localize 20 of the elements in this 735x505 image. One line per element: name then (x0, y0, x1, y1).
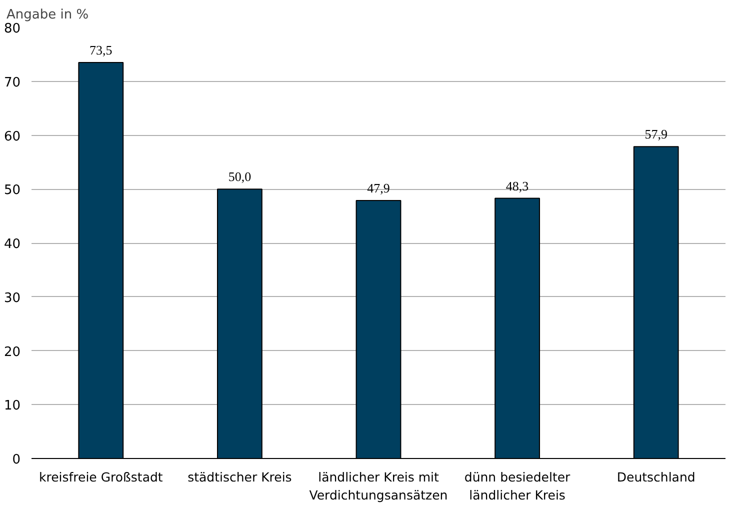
x-tick-label: dünn besiedelter ländlicher Kreis (464, 470, 572, 502)
y-tick-label: 60 (4, 129, 21, 144)
data-label: 73,5 (90, 42, 112, 58)
y-tick-label: 70 (4, 75, 21, 90)
y-tick-label: 10 (4, 398, 21, 414)
y-tick-label: 40 (4, 237, 21, 252)
y-tick-label: 50 (4, 183, 21, 198)
y-tick-label: 20 (4, 344, 21, 360)
x-tick-label: kreisfreie Großstadt (38, 470, 163, 484)
x-tick-label: städtischer Kreis (188, 470, 292, 484)
data-label: 57,9 (644, 126, 668, 142)
data-label: 50,0 (228, 169, 252, 184)
y-axis-title: Angabe in % (6, 8, 89, 22)
data-label: 48,3 (506, 178, 529, 194)
y-tick-label: 30 (4, 290, 21, 306)
x-tick-label: Deutschland (616, 470, 696, 484)
data-label: 47,9 (367, 180, 390, 196)
y-tick-label: 80 (4, 22, 21, 36)
y-tick-label: 0 (12, 452, 21, 468)
x-tick-label: ländlicher Kreis mit Verdichtungsansätzen (309, 470, 448, 502)
